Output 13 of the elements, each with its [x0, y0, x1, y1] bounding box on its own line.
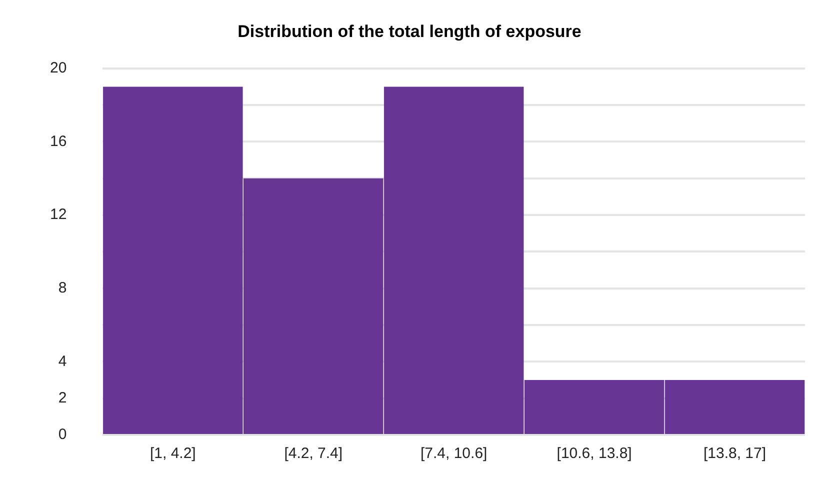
y-tick-label: 8 — [58, 280, 67, 296]
x-tick-label: [4.2, 7.4] — [284, 445, 343, 462]
y-tick-label: 16 — [50, 132, 67, 150]
x-tick-label: [1, 4.2] — [150, 445, 196, 462]
x-tick-label: [10.6, 13.8] — [556, 445, 632, 462]
chart-title: Distribution of the total length of exposure — [238, 22, 582, 41]
y-tick-label: 0 — [58, 426, 67, 444]
y-tick-label: 20 — [50, 60, 67, 77]
x-tick-label: [13.8, 17] — [703, 445, 766, 462]
y-tick-label: 12 — [50, 206, 67, 224]
y-tick-label: 2 — [58, 389, 67, 406]
y-tick-label: 4 — [58, 352, 67, 370]
x-tick-label: [7.4, 10.6] — [420, 445, 488, 462]
